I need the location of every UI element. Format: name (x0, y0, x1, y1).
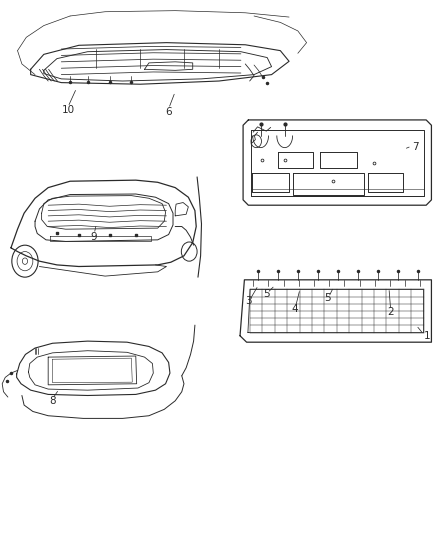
Text: 1: 1 (424, 331, 431, 341)
Text: 7: 7 (413, 142, 419, 151)
Text: 5: 5 (263, 289, 270, 299)
Text: 10: 10 (61, 106, 74, 115)
Text: 9: 9 (91, 232, 98, 242)
Text: 3: 3 (245, 296, 252, 306)
Text: 2: 2 (387, 307, 394, 317)
Text: 5: 5 (324, 294, 331, 303)
Text: 8: 8 (49, 397, 56, 406)
Text: 4: 4 (291, 304, 298, 314)
Text: 6: 6 (165, 107, 172, 117)
